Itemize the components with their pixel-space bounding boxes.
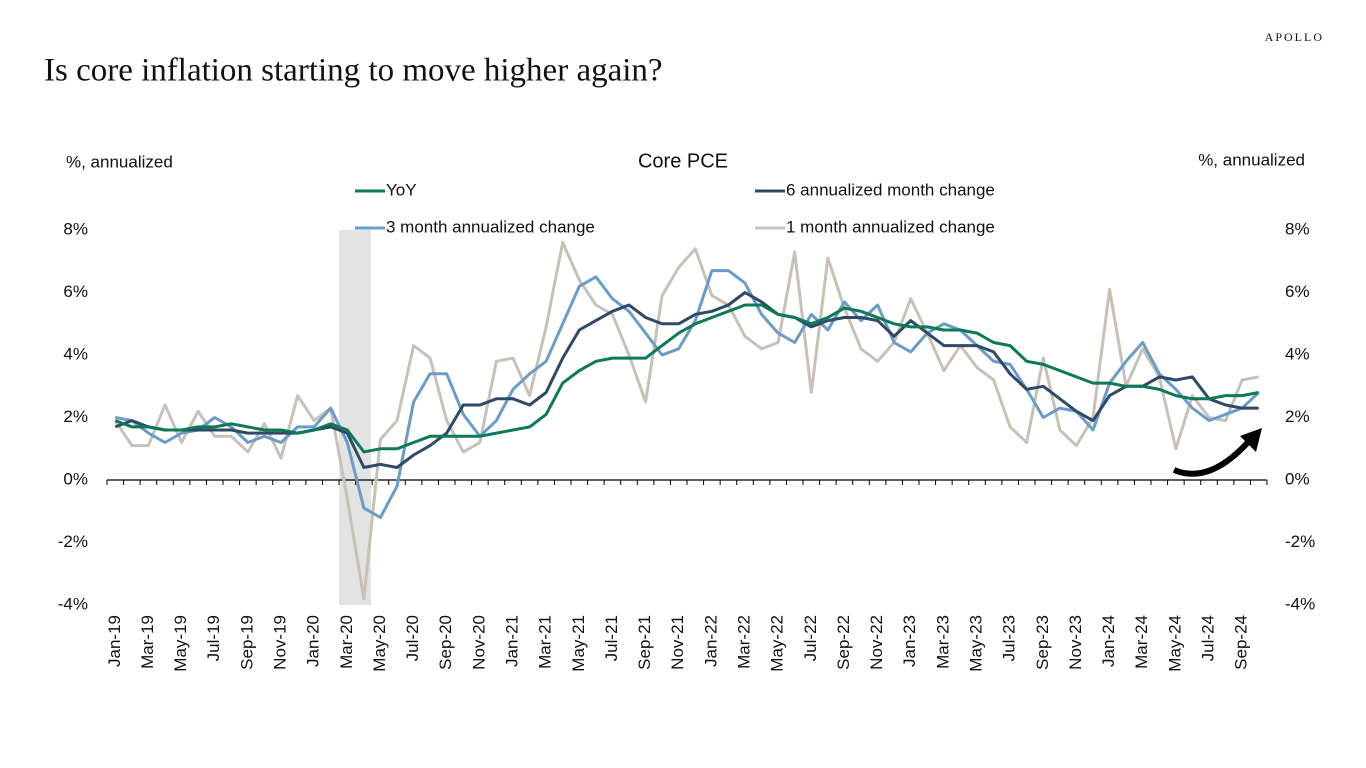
x-tick-label: May-22: [768, 615, 787, 672]
x-tick-label: Sep-22: [834, 615, 853, 670]
x-tick-label: Mar-20: [337, 615, 356, 669]
x-tick-label: May-21: [569, 615, 588, 672]
x-tick-label: Sep-20: [436, 615, 455, 670]
y-tick-label: 0%: [63, 469, 88, 488]
headline: Is core inflation starting to move highe…: [44, 53, 663, 89]
x-tick-label: Mar-23: [933, 615, 952, 669]
y2-tick-label: 0%: [1285, 469, 1310, 488]
x-tick-label: Nov-21: [668, 615, 687, 670]
x-tick-label: May-20: [370, 615, 389, 672]
x-tick-label: Jan-23: [900, 615, 919, 667]
y2-tick-label: 4%: [1285, 344, 1310, 363]
x-tick-label: Sep-24: [1232, 615, 1251, 670]
x-tick-label: Mar-21: [536, 615, 555, 669]
y2-axis-label: %, annualized: [1198, 150, 1305, 169]
x-tick-label: Jan-19: [105, 615, 124, 667]
y-tick-label: 6%: [63, 282, 88, 301]
y-tick-label: -2%: [58, 532, 88, 551]
x-tick-label: Nov-20: [469, 615, 488, 670]
x-tick-label: Nov-23: [1066, 615, 1085, 670]
arrow: [1172, 438, 1253, 477]
x-tick-label: May-23: [966, 615, 985, 672]
y-tick-label: 4%: [63, 344, 88, 363]
x-tick-label: Jan-22: [701, 615, 720, 667]
y2-tick-label: -4%: [1285, 594, 1315, 613]
legend-label: 1 month annualized change: [786, 217, 995, 236]
legend-label: YoY: [386, 180, 417, 199]
y2-tick-label: 6%: [1285, 282, 1310, 301]
y2-tick-label: -2%: [1285, 532, 1315, 551]
x-tick-label: Nov-22: [867, 615, 886, 670]
x-tick-label: Sep-23: [1033, 615, 1052, 670]
x-tick-label: Sep-21: [635, 615, 654, 670]
y-tick-label: 2%: [63, 407, 88, 426]
y2-tick-label: 8%: [1285, 219, 1310, 238]
y-tick-label: 8%: [63, 219, 88, 238]
legend-label: 3 month annualized change: [386, 217, 595, 236]
x-tick-label: Jul-24: [1198, 615, 1217, 661]
chart-title: Core PCE: [638, 150, 728, 172]
brand: APOLLO: [1265, 30, 1324, 44]
x-tick-label: Mar-22: [734, 615, 753, 669]
series-line: [114, 241, 1259, 601]
plot: -4% -2% 0% 2% 4% 6% 8% -4% -2% 0% 2% 4% 6% 8% Jan-19 Ma…: [58, 180, 1315, 671]
x-tick-label: Mar-24: [1132, 615, 1151, 669]
x-tick-label: Jan-20: [304, 615, 323, 667]
y-tick-label: -4%: [58, 594, 88, 613]
x-tick-label: May-24: [1165, 615, 1184, 672]
x-tick-label: Mar-19: [138, 615, 157, 669]
x-tick-label: Jul-19: [204, 615, 223, 661]
x-tick-label: Nov-19: [270, 615, 289, 670]
series-line: [114, 303, 1259, 454]
legend-label: 6 annualized month change: [786, 180, 995, 199]
series-line: [115, 269, 1260, 519]
x-tick-label: May-19: [171, 615, 190, 672]
x-tick-label: Jul-22: [801, 615, 820, 661]
y2-tick-label: 2%: [1285, 407, 1310, 426]
x-tick-label: Jul-23: [1000, 615, 1019, 661]
y-axis-label: %, annualized: [66, 152, 173, 171]
x-tick-label: Jan-24: [1099, 615, 1118, 667]
arrow-head: [1240, 428, 1262, 452]
x-tick-label: Jul-21: [602, 615, 621, 661]
x-tick-label: Sep-19: [237, 615, 256, 670]
x-tick-label: Jul-20: [403, 615, 422, 661]
x-tick-label: Jan-21: [502, 615, 521, 667]
